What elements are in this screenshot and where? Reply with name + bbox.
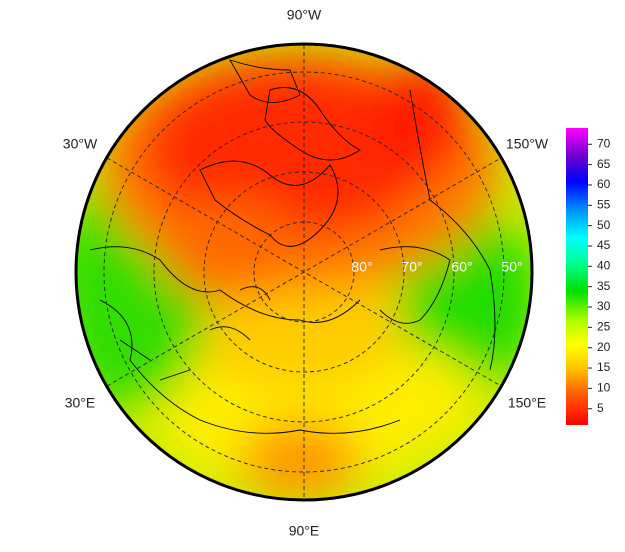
lon-label: 90°W: [287, 7, 322, 23]
colorbar-tick-label: 40: [597, 259, 611, 273]
colorbar-tick-label: 10: [597, 381, 611, 395]
lat-label: 80°: [351, 259, 372, 275]
colorbar-tick-label: 20: [597, 340, 611, 354]
lon-label: 30°W: [63, 136, 98, 152]
lon-label: 90°E: [289, 523, 320, 539]
graticule: [103, 45, 505, 499]
colorbar-tick-label: 50: [597, 218, 611, 232]
colorbar-tick-label: 55: [597, 197, 611, 211]
colorbar-tick-label: 65: [597, 157, 611, 171]
colorbar-tick-label: 70: [597, 136, 611, 150]
colorbar-tick-label: 15: [597, 360, 611, 374]
field: [77, 45, 531, 499]
lon-label: 30°E: [65, 395, 96, 411]
lon-label: 150°W: [506, 136, 549, 152]
colorbar-tick-label: 30: [597, 299, 611, 313]
lat-label: 60°: [451, 259, 472, 275]
colorbar-tick-label: 25: [597, 320, 611, 334]
lat-label: 70°: [401, 259, 422, 275]
colorbar-tick-label: 5: [597, 401, 604, 415]
lat-label: 50°: [501, 259, 522, 275]
colorbar-tick-label: 45: [597, 238, 611, 252]
map-border: [74, 42, 534, 502]
colorbar: [566, 128, 588, 425]
colorbar-tick-label: 60: [597, 177, 611, 191]
lon-label: 150°E: [508, 395, 546, 411]
colorbar-tick-label: 35: [597, 279, 611, 293]
